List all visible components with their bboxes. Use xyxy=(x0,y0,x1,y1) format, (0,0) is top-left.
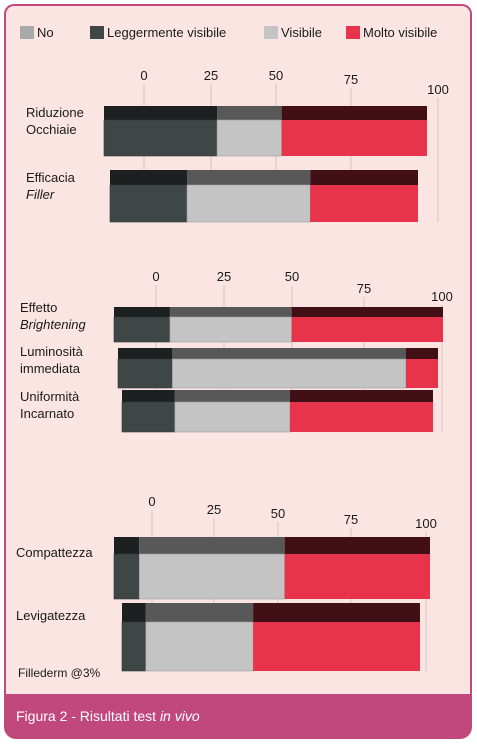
bar-top-1-2-2 xyxy=(174,390,290,402)
chart-svg: No Leggermente visibile Visibile Molto visi… xyxy=(16,25,453,680)
tick-label-0-3: 75 xyxy=(344,72,358,87)
bar-segment-1-0-3 xyxy=(291,317,443,342)
bar-top-1-0-3 xyxy=(291,307,443,317)
bar-segment-1-0-2 xyxy=(169,317,292,342)
bar-top-0-0-3 xyxy=(281,106,427,120)
tick-label-2-2: 50 xyxy=(271,506,285,521)
bar-top-1-1-1 xyxy=(118,348,173,359)
bar-segment-1-2-2 xyxy=(174,402,290,432)
category-label-0-0-1: Occhiaie xyxy=(26,122,77,137)
bar-top-0-0-1 xyxy=(104,106,218,120)
bar-top-1-1-2 xyxy=(172,348,406,359)
bar-segment-1-1-1 xyxy=(118,359,173,388)
category-label-0-1-1: Filler xyxy=(26,187,55,202)
bar-segment-2-0-3 xyxy=(284,554,430,599)
tick-label-1-3: 75 xyxy=(357,281,371,296)
note-text: Fillederm @3% xyxy=(18,666,101,680)
figure-caption: Figura 2 - Risultati test in vivo xyxy=(4,694,472,739)
tick-label-0-0: 0 xyxy=(140,68,147,83)
category-label-1-2-1: Incarnato xyxy=(20,406,74,421)
bar-segment-1-1-3 xyxy=(406,359,438,388)
category-label-2-1-0: Levigatezza xyxy=(16,608,86,623)
tick-label-1-0: 0 xyxy=(152,269,159,284)
bar-segment-1-0-1 xyxy=(114,317,170,342)
category-label-1-1-0: Luminosità xyxy=(20,344,84,359)
tick-label-2-0: 0 xyxy=(148,494,155,509)
tick-label-2-3: 75 xyxy=(344,512,358,527)
bar-top-1-2-1 xyxy=(122,390,175,402)
legend-label-2: Visibile xyxy=(281,25,322,40)
bar-top-0-1-1 xyxy=(110,170,187,185)
category-label-1-1-1: immediata xyxy=(20,361,81,376)
bar-segment-2-1-3 xyxy=(253,622,420,671)
bar-segment-0-0-2 xyxy=(217,120,282,156)
category-label-1-2-0: Uniformità xyxy=(20,389,80,404)
bar-top-0-0-2 xyxy=(217,106,282,120)
chart-panel: No Leggermente visibile Visibile Molto visi… xyxy=(4,4,472,694)
tick-label-1-2: 50 xyxy=(285,269,299,284)
legend: No Leggermente visibile Visibile Molto visi… xyxy=(20,25,437,40)
bar-segment-0-1-2 xyxy=(187,185,311,222)
category-label-2-0-0: Compattezza xyxy=(16,545,93,560)
legend-label-3: Molto visibile xyxy=(363,25,437,40)
legend-swatch-3 xyxy=(346,26,360,39)
bar-top-1-1-3 xyxy=(406,348,438,359)
bar-segment-2-1-1 xyxy=(122,622,146,671)
legend-label-1: Leggermente visibile xyxy=(107,25,226,40)
bar-top-2-0-3 xyxy=(284,537,430,554)
category-label-0-0-0: Riduzione xyxy=(26,105,84,120)
bar-segment-0-1-3 xyxy=(310,185,418,222)
bar-top-2-0-2 xyxy=(139,537,285,554)
bar-top-0-1-2 xyxy=(187,170,311,185)
bar-segment-2-0-1 xyxy=(114,554,140,599)
charts: 0 25 50 75 100 Riduzione Occhiaie Efficacia Fill… xyxy=(16,68,453,672)
chart-group-0: 0 25 50 75 100 Riduzione Occhiaie Efficacia Fill… xyxy=(26,68,449,223)
tick-label-1-4: 100 xyxy=(431,289,453,304)
legend-label-0: No xyxy=(37,25,54,40)
category-label-1-0-0: Effetto xyxy=(20,300,57,315)
bar-top-1-2-3 xyxy=(289,390,433,402)
chart-group-1: 0 25 50 75 100 Effetto Brightening Luminosità im… xyxy=(20,269,453,433)
caption-prefix: Figura 2 - Risultati test xyxy=(16,708,160,724)
bar-segment-0-0-3 xyxy=(281,120,427,156)
bar-top-2-1-2 xyxy=(145,603,254,622)
bar-top-0-1-3 xyxy=(310,170,418,185)
bar-segment-2-0-2 xyxy=(139,554,285,599)
tick-label-2-1: 25 xyxy=(207,502,221,517)
tick-label-0-1: 25 xyxy=(204,68,218,83)
chart-group-2: 0 25 50 75 100 Compattezza Levigatezza xyxy=(16,494,437,672)
legend-swatch-1 xyxy=(90,26,104,39)
bar-top-1-0-2 xyxy=(169,307,292,317)
tick-label-0-4: 100 xyxy=(427,82,449,97)
caption-italic: in vivo xyxy=(159,708,200,724)
bar-segment-1-2-1 xyxy=(122,402,175,432)
bar-segment-0-1-1 xyxy=(110,185,187,222)
legend-swatch-0 xyxy=(20,26,34,39)
category-label-1-0-1: Brightening xyxy=(20,317,87,332)
bar-top-2-1-3 xyxy=(253,603,420,622)
legend-swatch-2 xyxy=(264,26,278,39)
tick-label-1-1: 25 xyxy=(217,269,231,284)
bar-top-2-0-1 xyxy=(114,537,140,554)
bar-segment-2-1-2 xyxy=(145,622,254,671)
tick-label-2-4: 100 xyxy=(415,516,437,531)
bar-top-2-1-1 xyxy=(122,603,146,622)
tick-label-0-2: 50 xyxy=(269,68,283,83)
bar-top-1-0-1 xyxy=(114,307,170,317)
category-label-0-1-0: Efficacia xyxy=(26,170,76,185)
bar-segment-1-2-3 xyxy=(289,402,433,432)
figure: No Leggermente visibile Visibile Molto visi… xyxy=(4,4,472,739)
bar-segment-1-1-2 xyxy=(172,359,406,388)
bar-segment-0-0-1 xyxy=(104,120,218,156)
